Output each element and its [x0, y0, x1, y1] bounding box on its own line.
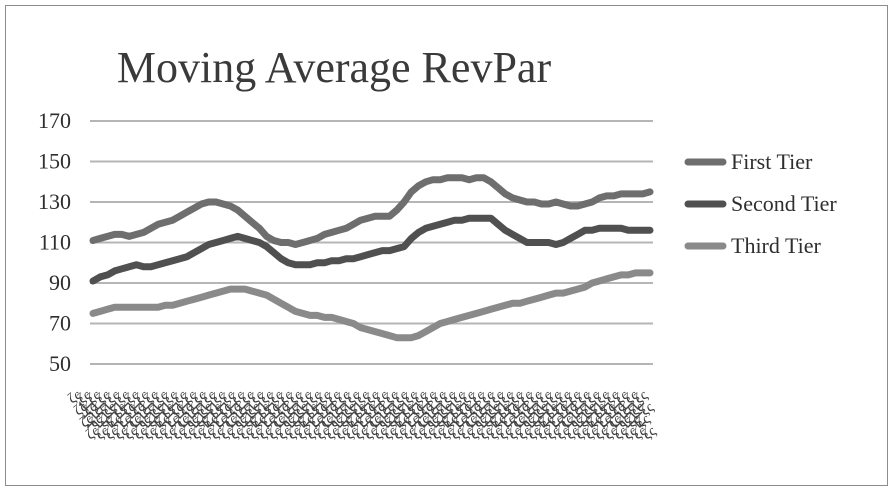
series-line-first-tier [89, 174, 654, 248]
y-tick-label: 110 [39, 230, 71, 255]
series-line-third-tier [89, 269, 654, 342]
y-tick-label: 90 [49, 270, 71, 295]
y-tick-label: 170 [38, 108, 71, 133]
gridlines [90, 120, 653, 365]
chart-title: Moving Average RevPar [117, 43, 552, 92]
x-tick-label-row [87, 420, 647, 429]
legend-label: First Tier [731, 149, 813, 174]
chart-frame [5, 5, 888, 486]
y-tick-label: 50 [49, 351, 71, 376]
x-axis-tick-labels: ζςζςζςζςζςζςζςζςζςζςζςζςζςζςζςζςζςζςζςζς… [65, 387, 659, 443]
legend-label: Second Tier [731, 191, 837, 216]
legend: First Tier Second Tier Third Tier [684, 149, 837, 258]
series-line-second-tier [89, 214, 654, 285]
y-tick-label: 150 [38, 149, 71, 174]
y-tick-label: 70 [49, 311, 71, 336]
x-tick-label-row [79, 401, 645, 410]
series-lines [89, 174, 654, 342]
x-tick-label-row [83, 411, 643, 420]
y-tick-label: 130 [38, 189, 71, 214]
legend-label: Third Tier [731, 233, 822, 258]
y-axis-tick-labels: 170 150 130 110 90 70 50 [38, 108, 71, 376]
